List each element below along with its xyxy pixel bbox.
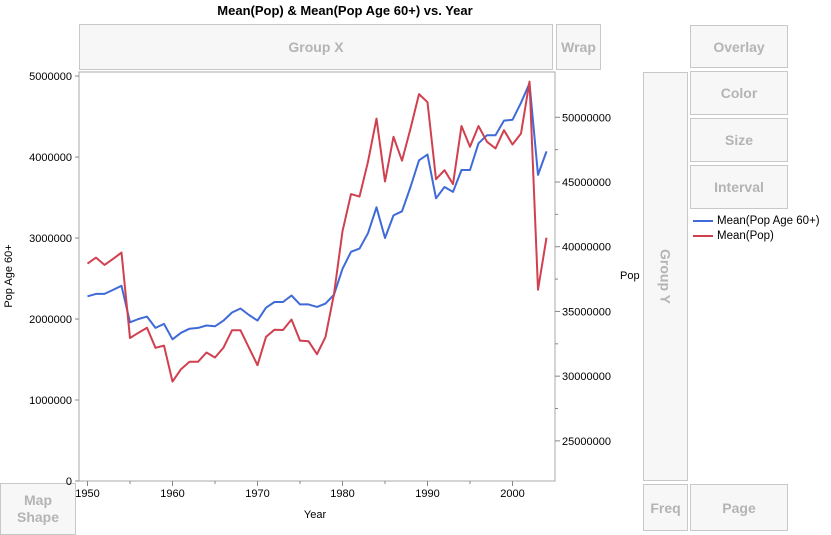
x-axis-label: Year bbox=[304, 509, 327, 521]
y-tick-label: 0 bbox=[66, 476, 72, 488]
legend-swatch-blue bbox=[693, 219, 713, 222]
series-line-pop bbox=[86, 80, 548, 383]
group-x-zone[interactable]: Group X bbox=[79, 24, 553, 70]
legend: Mean(Pop Age 60+) Mean(Pop) bbox=[693, 213, 820, 243]
freq-label: Freq bbox=[650, 499, 681, 516]
wrap-zone[interactable]: Wrap bbox=[556, 24, 601, 70]
y2-tick-label: 25000000 bbox=[562, 436, 611, 448]
y-tick-label: 2000000 bbox=[29, 314, 72, 326]
y2-tick-label: 50000000 bbox=[562, 112, 611, 124]
overlay-label: Overlay bbox=[713, 38, 765, 55]
interval-label: Interval bbox=[714, 179, 764, 195]
series-line-pop-age-60 bbox=[87, 82, 548, 341]
y-tick-label: 3000000 bbox=[29, 233, 72, 245]
y2-tick-label: 35000000 bbox=[562, 306, 611, 318]
y-tick-label: 1000000 bbox=[29, 395, 72, 407]
wrap-label: Wrap bbox=[561, 39, 596, 55]
x-tick-label: 1950 bbox=[75, 488, 99, 500]
size-zone[interactable]: Size bbox=[690, 118, 788, 162]
color-zone[interactable]: Color bbox=[690, 71, 788, 115]
x-tick-label: 1970 bbox=[245, 488, 269, 500]
x-tick-label: 1990 bbox=[415, 488, 439, 500]
freq-zone[interactable]: Freq bbox=[643, 484, 688, 531]
legend-swatch-red bbox=[693, 234, 713, 237]
x-tick-label: 1980 bbox=[330, 488, 354, 500]
legend-item: Mean(Pop) bbox=[693, 228, 820, 243]
legend-label: Mean(Pop Age 60+) bbox=[717, 214, 820, 227]
group-x-label: Group X bbox=[288, 39, 344, 55]
y-tick-label: 4000000 bbox=[29, 152, 72, 164]
legend-item: Mean(Pop Age 60+) bbox=[693, 213, 820, 228]
color-label: Color bbox=[720, 85, 758, 101]
y-tick-label: 5000000 bbox=[29, 71, 72, 83]
page-label: Page bbox=[722, 499, 756, 516]
y2-axis-label: Pop bbox=[620, 270, 640, 282]
plot-frame bbox=[78, 71, 556, 482]
map-shape-zone[interactable]: Map Shape bbox=[0, 483, 76, 535]
y2-tick-label: 45000000 bbox=[562, 177, 611, 189]
group-y-zone[interactable]: Group Y bbox=[643, 72, 688, 481]
x-tick-label: 1960 bbox=[160, 488, 184, 500]
overlay-zone[interactable]: Overlay bbox=[690, 25, 788, 68]
y2-tick-label: 30000000 bbox=[562, 371, 611, 383]
group-y-label: Group Y bbox=[657, 249, 674, 304]
legend-label: Mean(Pop) bbox=[717, 229, 774, 242]
y-axis-label: Pop Age 60+ bbox=[3, 244, 15, 307]
y2-tick-label: 40000000 bbox=[562, 242, 611, 254]
map-shape-label: Map Shape bbox=[16, 491, 59, 526]
chart-title: Mean(Pop) & Mean(Pop Age 60+) vs. Year bbox=[217, 3, 473, 18]
x-tick-label: 2000 bbox=[500, 488, 524, 500]
size-label: Size bbox=[724, 132, 753, 148]
page-zone[interactable]: Page bbox=[690, 484, 788, 531]
interval-zone[interactable]: Interval bbox=[690, 165, 788, 209]
